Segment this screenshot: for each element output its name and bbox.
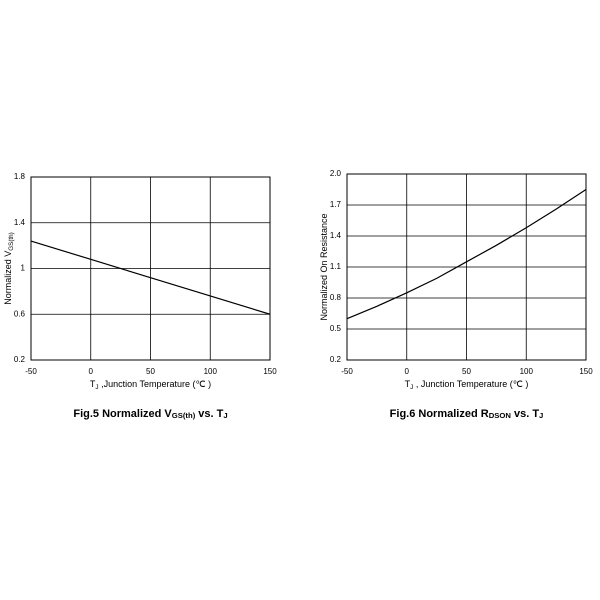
y-axis-label: Normalized VGS(th): [3, 232, 14, 305]
x-axis-label-part: , Junction Temperature (℃ ): [413, 379, 528, 389]
y-tick-label: 0.5: [330, 324, 342, 333]
x-tick-label: 100: [520, 367, 534, 376]
x-axis-label-part: T: [90, 379, 96, 389]
y-tick-label: 0.2: [330, 355, 342, 364]
caption-part: DSON: [489, 411, 512, 420]
y-tick-label: 0.6: [14, 309, 26, 318]
y-tick-label: 0.2: [14, 355, 26, 364]
x-axis-label-part: J: [95, 384, 98, 391]
x-tick-label: 0: [89, 367, 94, 376]
y-axis-label-part: Normalized On Resistance: [319, 213, 329, 320]
caption-part: Fig.6 Normalized R: [390, 408, 489, 420]
x-axis-label: TJ ,Junction Temperature (℃ ): [90, 379, 211, 390]
y-tick-label: 1.8: [14, 172, 26, 181]
y-tick-label: 1.4: [14, 218, 26, 227]
y-axis-label-part: GS(th): [8, 232, 15, 251]
caption-part: J: [539, 411, 543, 420]
plot-frame: [346, 173, 587, 361]
caption-part: J: [223, 411, 227, 420]
caption: Fig.6 Normalized RDSON vs. TJ: [390, 408, 544, 420]
x-tick-label: 0: [405, 367, 410, 376]
x-axis-label-part: ,Junction Temperature (℃ ): [99, 379, 212, 389]
y-axis-label-part: Normalized V: [3, 251, 13, 305]
x-tick-label: 150: [263, 367, 277, 376]
y-axis-label: Normalized On Resistance: [319, 213, 329, 320]
caption-part: vs. T: [511, 408, 539, 420]
caption-part: GS(th): [172, 411, 196, 420]
x-tick-label: 50: [146, 367, 155, 376]
y-tick-label: 2.0: [330, 169, 342, 178]
x-tick-label: 150: [579, 367, 593, 376]
data-line: [346, 188, 587, 320]
y-tick-label: 1.7: [330, 200, 342, 209]
data-line: [30, 240, 271, 315]
x-tick-label: -50: [25, 367, 37, 376]
x-axis-label: TJ , Junction Temperature (℃ ): [405, 379, 529, 390]
caption: Fig.5 Normalized VGS(th) vs. TJ: [73, 408, 227, 420]
x-tick-label: 100: [204, 367, 218, 376]
y-tick-label: 1.4: [330, 231, 342, 240]
caption-part: Fig.5 Normalized V: [73, 408, 172, 420]
x-tick-label: 50: [462, 367, 471, 376]
y-tick-label: 1: [21, 264, 26, 273]
x-tick-label: -50: [341, 367, 353, 376]
x-axis-label-part: J: [410, 384, 413, 391]
caption-part: vs. T: [195, 408, 223, 420]
x-axis-label-part: T: [405, 379, 411, 389]
plot-frame: [30, 176, 271, 361]
y-tick-label: 1.1: [330, 262, 342, 271]
y-tick-label: 0.8: [330, 293, 342, 302]
